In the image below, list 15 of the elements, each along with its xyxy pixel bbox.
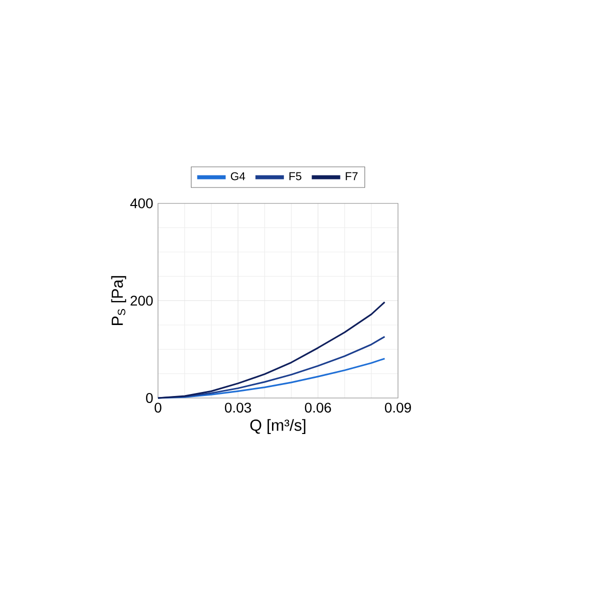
y-tick-label: 0 <box>146 393 153 403</box>
line-series <box>157 358 386 399</box>
y-axis-title: P$_{S}$ [Pa] <box>111 276 126 326</box>
x-tick-label: 0.06 <box>304 402 332 413</box>
legend-label: F5 <box>289 172 302 180</box>
x-tick-label: 0.03 <box>224 402 252 413</box>
x-tick-label: 0.09 <box>384 402 411 413</box>
legend-label: F7 <box>346 172 358 180</box>
y-tick-label: 200 <box>130 296 153 306</box>
x-tick-label: 0 <box>154 402 162 413</box>
line-series <box>157 336 386 399</box>
x-axis-title: Q [m³/s] <box>250 419 306 434</box>
line-series <box>157 301 386 399</box>
legend-label: G4 <box>230 172 246 180</box>
y-tick-label: 400 <box>130 198 153 208</box>
